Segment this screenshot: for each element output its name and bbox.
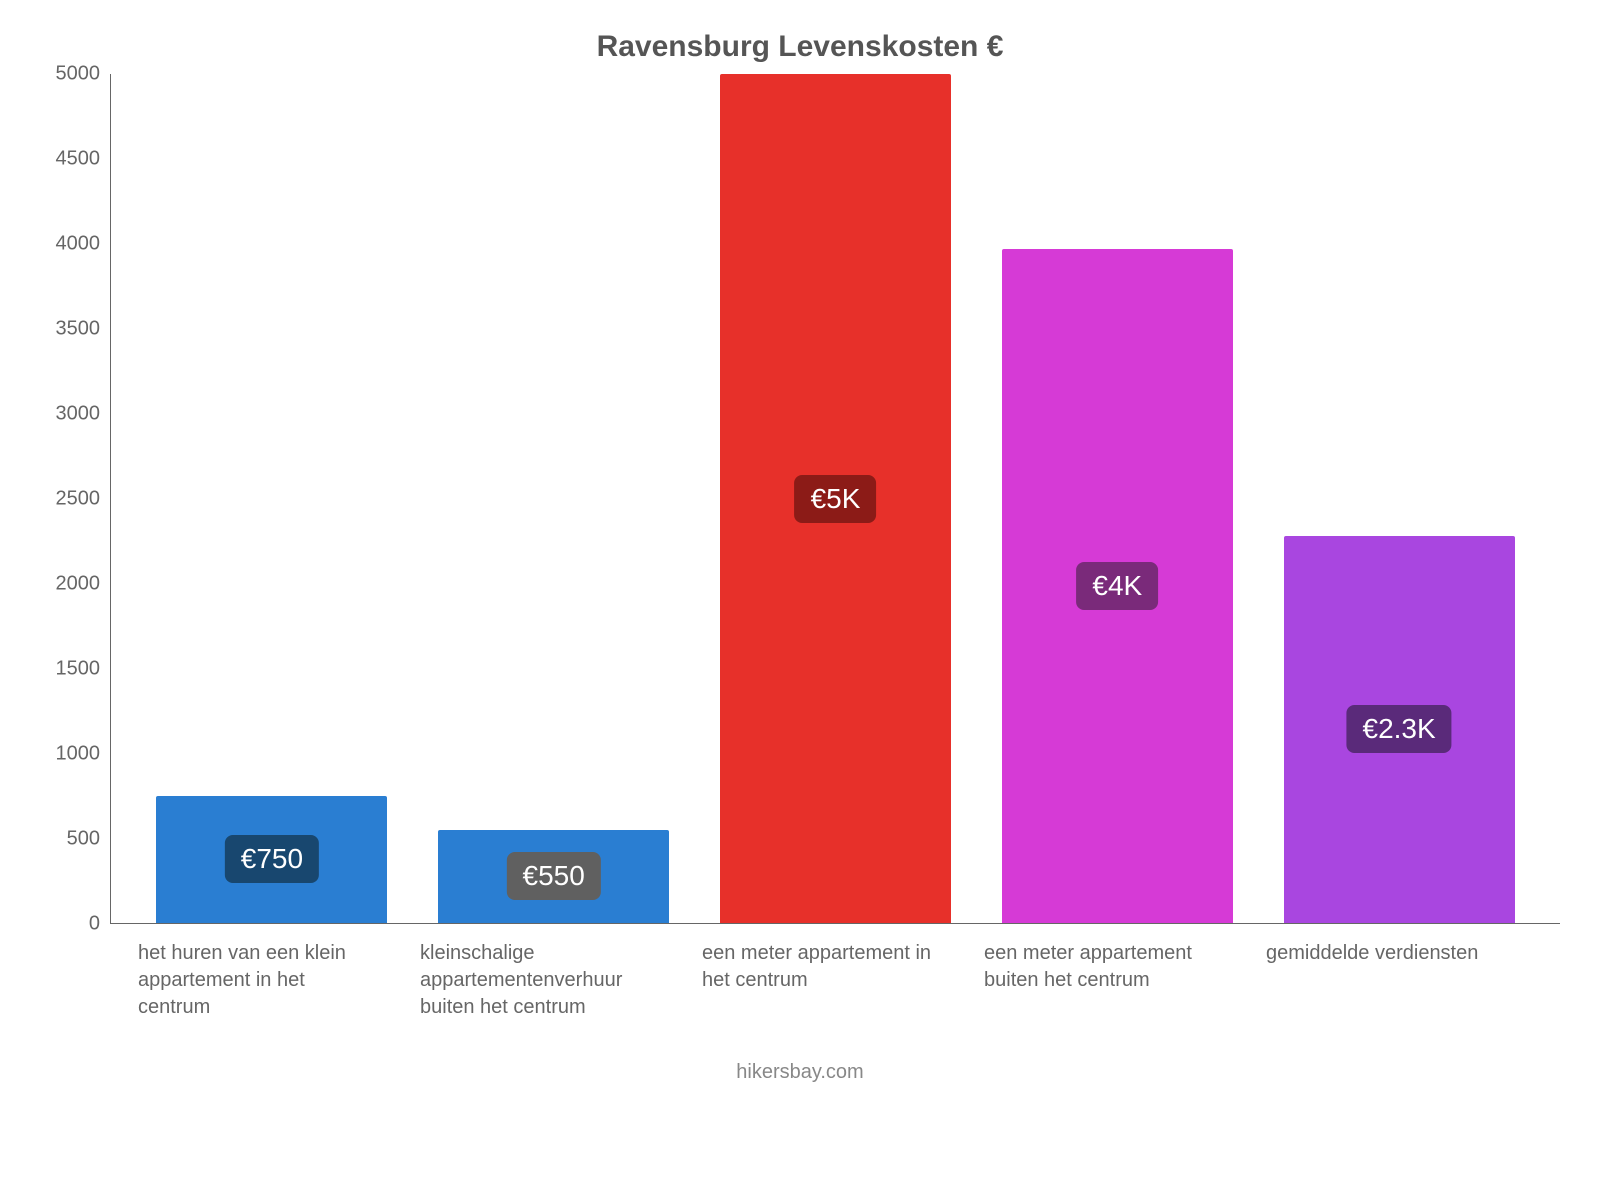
bar-value-label: €750 [225,835,319,883]
bar-value-label: €2.3K [1346,705,1451,753]
y-tick: 4500 [56,148,101,171]
bar: €750 [156,796,387,923]
y-tick: 2500 [56,488,101,511]
plot-row: 0500100015002000250030003500400045005000… [40,74,1560,924]
chart-title: Ravensburg Levenskosten € [40,30,1560,64]
cost-of-living-chart: Ravensburg Levenskosten € 0 500 1000 1500 20… [0,0,1600,1200]
bar-slot: €550 [413,74,695,923]
x-label: het huren van een klein appartement in h… [130,934,412,1021]
plot-area: €750 €550 €5K €4K €2.3K [110,74,1560,924]
attribution-text: hikersbay.com [40,1061,1560,1084]
x-label: kleinschalige appartementenverhuur buite… [412,934,694,1021]
y-tick: 500 [67,828,100,851]
bar: €5K [720,74,951,923]
y-tick: 1500 [56,658,101,681]
y-tick: 2000 [56,573,101,596]
y-tick: 3500 [56,318,101,341]
bar-slot: €5K [695,74,977,923]
y-axis: 0500100015002000250030003500400045005000 [40,74,110,924]
x-label: gemiddelde verdiensten [1258,934,1540,1021]
bar-slot: €750 [131,74,413,923]
y-tick: 5000 [56,63,101,86]
bar: €2.3K [1284,536,1515,923]
y-tick: 0 [89,913,100,936]
y-tick: 3000 [56,403,101,426]
y-tick: 1000 [56,743,101,766]
bar: €4K [1002,249,1233,923]
bar: €550 [438,830,669,923]
x-label: een meter appartement in het centrum [694,934,976,1021]
bar-slot: €4K [976,74,1258,923]
x-label: een meter appartement buiten het centrum [976,934,1258,1021]
x-axis: het huren van een klein appartement in h… [110,924,1560,1021]
bar-value-label: €4K [1076,562,1158,610]
y-tick: 4000 [56,233,101,256]
bar-slot: €2.3K [1258,74,1540,923]
bar-value-label: €5K [795,475,877,523]
bar-value-label: €550 [507,852,601,900]
